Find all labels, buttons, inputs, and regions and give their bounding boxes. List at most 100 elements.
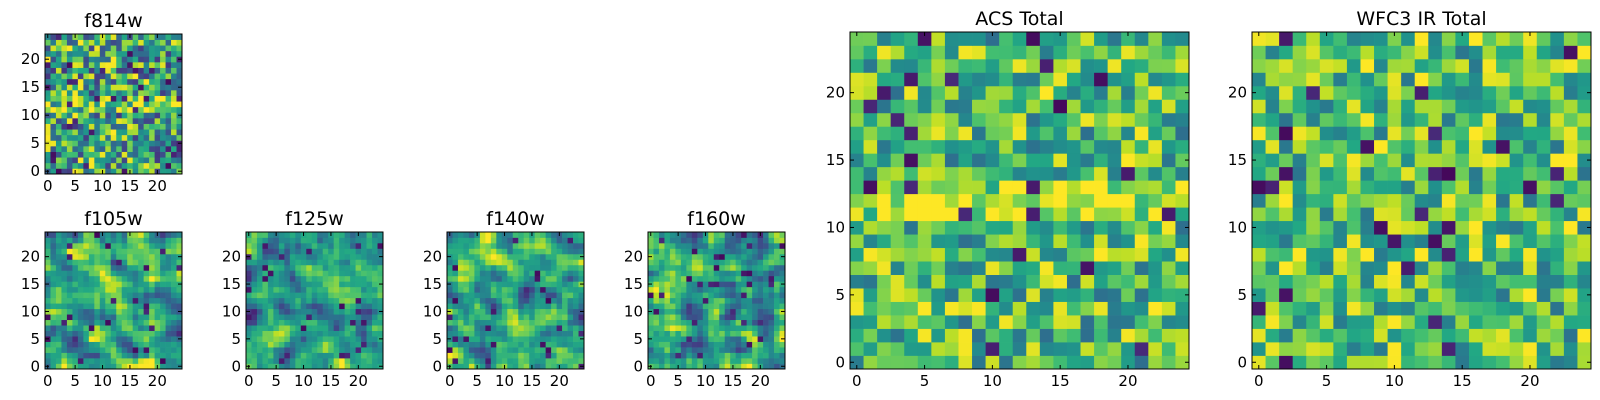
f160w-pixel-13-22	[768, 292, 775, 299]
f814w-pixel-5-14	[121, 140, 128, 147]
f125w-pixel-19-7	[284, 259, 291, 266]
f160w-pixel-12-20	[757, 297, 764, 304]
f105w-pixel-3-17	[138, 347, 144, 353]
f140w-pixel-11-24	[578, 303, 585, 310]
f160w-pixel-5-15	[730, 336, 737, 342]
f105w-pixel-5-15	[127, 336, 134, 342]
f160w-pixel-7-23	[774, 325, 780, 331]
acs-total-pixel-4-20	[1121, 301, 1136, 316]
f125w-pixel-3-10	[300, 347, 307, 353]
f140w-pixel-18-0	[447, 264, 453, 271]
f160w-pixel-1-20	[757, 358, 764, 364]
f105w-pixel-17-14	[121, 270, 128, 277]
acs-total-pixel-3-0	[850, 315, 864, 329]
acs-total-pixel-20-19	[1107, 85, 1122, 100]
acs-total-pixel-9-15	[1053, 234, 1068, 249]
acs-total-pixel-18-7	[944, 112, 959, 127]
wfc3-ir-total-pixel-10-9	[1374, 220, 1388, 235]
f140w-pixel-14-20	[556, 286, 563, 293]
f160w-pixel-5-2	[658, 336, 665, 342]
f125w-pixel-6-13	[317, 330, 324, 337]
f125w-pixel-19-4	[267, 259, 274, 266]
f140w-pixel-14-3	[463, 286, 470, 293]
f105w-pixel-9-20	[154, 314, 161, 321]
f814w-pixel-22-14	[121, 45, 128, 52]
f105w-pixel-23-23	[171, 237, 177, 244]
f125w-pixel-20-10	[300, 253, 307, 260]
wfc3-ir-total-pixel-17-24	[1577, 126, 1592, 141]
f814w-pixel-24-1	[50, 34, 57, 40]
acs-total-pixel-21-0	[850, 72, 864, 87]
f160w-pixel-3-0	[648, 347, 654, 353]
f140w-pixel-11-19	[551, 303, 557, 310]
acs-total-pixel-1-18	[1094, 342, 1108, 356]
f140w-pixel-0-16	[534, 363, 541, 370]
f125w-pixel-7-12	[311, 325, 318, 331]
f140w-pixel-18-17	[540, 264, 546, 271]
f140w-pixel-17-16	[534, 270, 541, 277]
f814w-pixel-6-8	[88, 134, 95, 141]
f160w-xtick-label-2: 10	[696, 372, 715, 390]
f160w-pixel-15-17	[741, 281, 747, 288]
f140w-pixel-22-0	[447, 242, 453, 249]
f125w-pixel-12-21	[361, 297, 367, 304]
f140w-pixel-13-13	[518, 292, 525, 299]
acs-total-pixel-11-17	[1080, 207, 1095, 222]
f125w-pixel-17-9	[295, 270, 302, 277]
wfc3-ir-total-pixel-1-0	[1252, 342, 1266, 356]
wfc3-ir-total-pixel-6-1	[1265, 274, 1280, 289]
f125w-pixel-10-16	[333, 308, 340, 315]
f105w-pixel-4-24	[176, 341, 183, 348]
f140w-pixels	[447, 232, 585, 370]
wfc3-ir-total-pixel-4-2	[1279, 301, 1294, 316]
acs-total-pixel-23-19	[1107, 45, 1122, 60]
wfc3-ir-total-pixel-1-16	[1468, 342, 1483, 356]
wfc3-ir-total-pixel-16-0	[1252, 139, 1266, 154]
f814w-pixel-17-7	[83, 73, 90, 80]
acs-total-pixel-14-17	[1080, 166, 1095, 181]
acs-total-pixel-20-4	[904, 85, 919, 100]
f125w-pixel-5-19	[350, 336, 356, 342]
f105w-pixel-0-23	[171, 363, 177, 370]
acs-total-pixel-12-5	[917, 193, 932, 208]
f814w-pixel-15-22	[165, 84, 172, 91]
wfc3-ir-total-pixel-23-9	[1374, 45, 1388, 60]
f125w-pixel-22-6	[278, 242, 285, 249]
acs-total-pixel-21-3	[890, 72, 905, 87]
f814w-pixel-23-11	[105, 39, 112, 46]
f125w-pixel-21-10	[300, 248, 307, 255]
f814w-pixel-10-17	[138, 112, 144, 119]
f140w-pixel-3-6	[479, 347, 486, 353]
f160w-pixel-13-1	[653, 292, 660, 299]
acs-total-pixel-18-14	[1039, 112, 1054, 127]
f814w-pixel-9-21	[160, 118, 166, 124]
f140w-pixel-3-18	[545, 347, 552, 353]
f140w-pixel-19-18	[545, 259, 552, 266]
f125w-pixel-20-5	[273, 253, 280, 260]
f814w-pixel-1-21	[160, 162, 166, 169]
f140w-pixel-5-8	[490, 336, 497, 342]
wfc3-ir-total-pixel-2-24	[1577, 328, 1592, 343]
f125w-pixel-16-21	[361, 275, 367, 282]
f160w-pixel-11-13	[719, 303, 726, 310]
f160w-pixel-8-0	[648, 319, 654, 326]
acs-total-pixel-5-19	[1107, 288, 1122, 302]
wfc3-ir-total-pixel-2-12	[1414, 328, 1429, 343]
f125w-pixel-12-8	[289, 297, 296, 304]
f125w-pixel-0-14	[322, 363, 329, 370]
f814w-pixel-3-20	[154, 151, 161, 158]
f105w-pixel-20-8	[88, 253, 95, 260]
wfc3-ir-total-pixel-16-17	[1482, 139, 1497, 154]
acs-total-pixel-8-14	[1039, 247, 1054, 262]
f105w-pixel-12-22	[165, 297, 172, 304]
f105w-pixel-22-21	[160, 242, 166, 249]
acs-total-pixel-1-15	[1053, 342, 1068, 356]
wfc3-ir-total-pixel-21-22	[1550, 72, 1565, 87]
f814w-pixel-5-1	[50, 140, 57, 147]
wfc3-ir-total-pixel-18-18	[1496, 112, 1510, 127]
acs-total-pixel-8-19	[1107, 247, 1122, 262]
f140w-pixel-11-13	[518, 303, 525, 310]
acs-total-pixel-1-7	[944, 342, 959, 356]
wfc3-ir-total-pixel-8-3	[1292, 247, 1307, 262]
f814w-pixel-7-0	[45, 129, 51, 136]
